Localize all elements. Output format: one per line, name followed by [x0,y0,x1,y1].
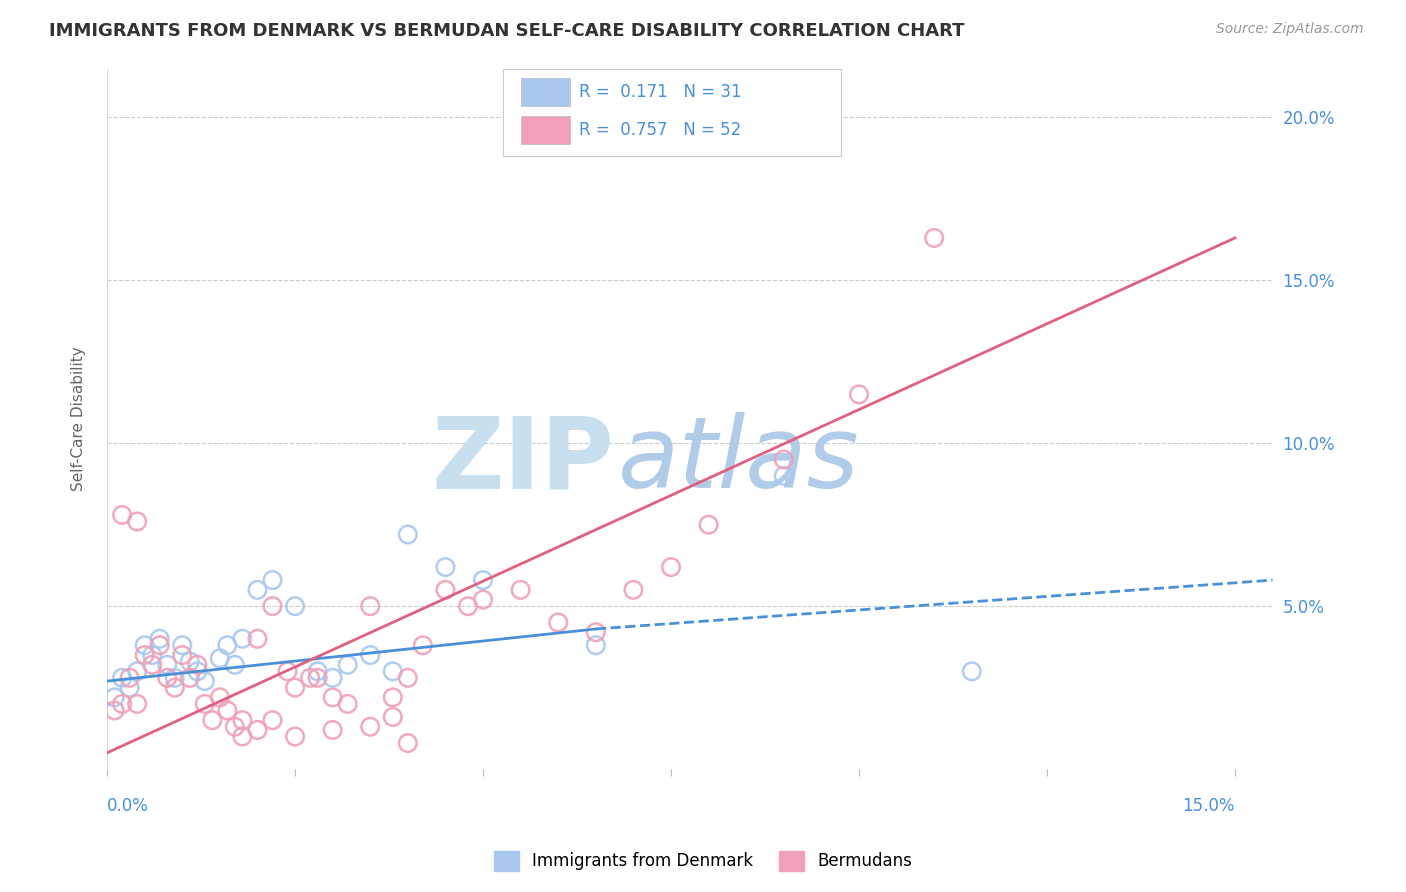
Text: ZIP: ZIP [432,412,614,509]
Point [262,713,284,727]
Point [156,657,179,672]
Point [396,527,419,541]
Point [172,648,194,662]
Point [217,703,239,717]
Point [336,697,359,711]
Point [322,671,344,685]
Point [127,515,149,529]
Text: IMMIGRANTS FROM DENMARK VS BERMUDAN SELF-CARE DISABILITY CORRELATION CHART: IMMIGRANTS FROM DENMARK VS BERMUDAN SELF… [49,22,965,40]
Point [163,681,186,695]
Point [359,599,381,614]
Point [111,508,134,522]
Point [412,638,434,652]
Point [111,671,134,685]
Point [194,674,217,689]
Point [104,703,127,717]
Point [457,599,479,614]
Point [127,697,149,711]
Point [659,560,682,574]
Point [284,599,307,614]
Point [772,452,794,467]
Point [104,690,127,705]
Point [208,690,231,705]
Point [172,638,194,652]
Point [141,648,163,662]
Point [149,632,172,646]
Point [396,671,419,685]
Point [547,615,569,630]
Point [217,638,239,652]
Point [111,697,134,711]
Point [585,638,607,652]
Point [246,632,269,646]
Point [381,665,404,679]
Point [186,665,208,679]
Point [163,671,186,685]
Point [224,657,246,672]
Point [359,720,381,734]
Point [246,582,269,597]
Point [299,671,322,685]
Point [277,665,299,679]
Point [179,655,201,669]
Point [231,632,253,646]
Point [381,710,404,724]
Text: R =  0.757   N = 52: R = 0.757 N = 52 [579,121,741,139]
Point [772,468,794,483]
Point [186,657,208,672]
Point [262,599,284,614]
Point [149,638,172,652]
Text: R =  0.171   N = 31: R = 0.171 N = 31 [579,83,742,101]
Point [224,720,246,734]
Point [201,713,224,727]
Point [472,592,495,607]
FancyBboxPatch shape [520,78,569,105]
Point [322,690,344,705]
Point [434,582,457,597]
Point [134,638,156,652]
Point [127,665,149,679]
Point [697,517,720,532]
Point [284,730,307,744]
Point [118,681,141,695]
Point [262,573,284,587]
Point [194,697,217,711]
Point [848,387,870,401]
Point [472,573,495,587]
Point [141,657,163,672]
Point [118,671,141,685]
Point [960,665,983,679]
Point [134,648,156,662]
Point [434,560,457,574]
Text: Source: ZipAtlas.com: Source: ZipAtlas.com [1216,22,1364,37]
Point [509,582,531,597]
Point [231,713,253,727]
Point [585,625,607,640]
Point [623,582,645,597]
Point [231,730,253,744]
Y-axis label: Self-Care Disability: Self-Care Disability [72,346,86,491]
Point [336,657,359,672]
Point [307,665,329,679]
Point [284,681,307,695]
Point [156,671,179,685]
Text: 15.0%: 15.0% [1182,797,1234,815]
Point [179,671,201,685]
Point [359,648,381,662]
Point [922,231,945,245]
Point [322,723,344,737]
Point [246,723,269,737]
Text: atlas: atlas [617,412,859,509]
Point [381,690,404,705]
Legend: Immigrants from Denmark, Bermudans: Immigrants from Denmark, Bermudans [486,842,920,880]
FancyBboxPatch shape [503,69,841,156]
Text: 0.0%: 0.0% [107,797,149,815]
Point [396,736,419,750]
Point [208,651,231,665]
FancyBboxPatch shape [520,116,569,145]
Point [307,671,329,685]
